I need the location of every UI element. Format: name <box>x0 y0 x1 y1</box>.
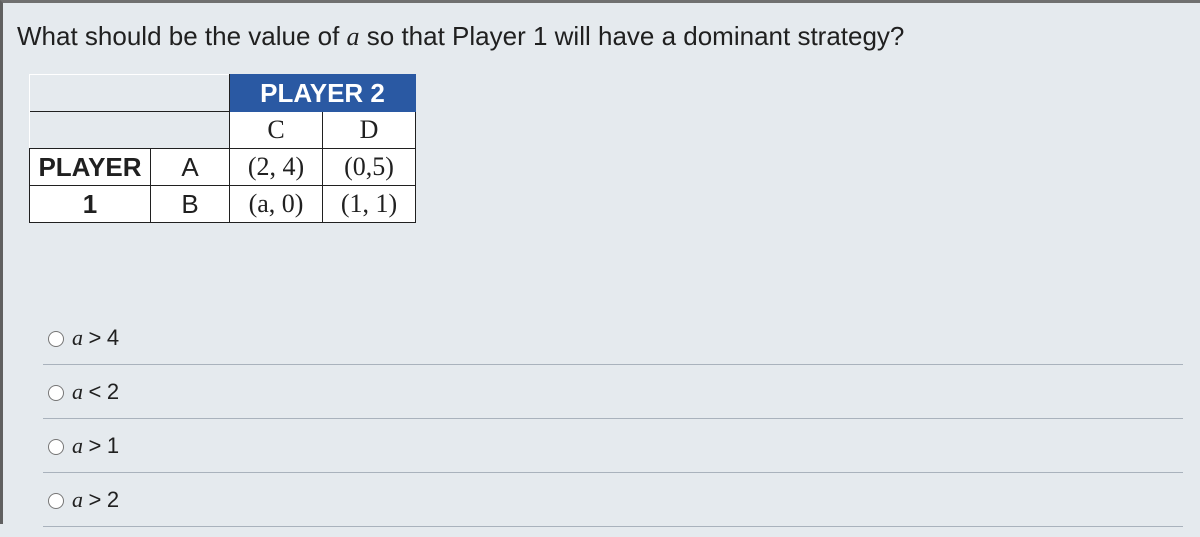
option-row[interactable]: a > 4 <box>43 311 1183 365</box>
player2-header: PLAYER 2 <box>230 75 416 112</box>
option-row[interactable]: a < 2 <box>43 365 1183 419</box>
payoff-a-d: (0,5) <box>323 149 416 186</box>
question-text: What should be the value of a so that Pl… <box>17 21 1180 52</box>
option-row[interactable]: a > 2 <box>43 473 1183 527</box>
option-radio-3[interactable] <box>48 439 64 455</box>
player1-label-bottom: 1 <box>30 186 151 223</box>
option-value: 2 <box>107 379 119 404</box>
payoff-a-c: (2, 4) <box>230 149 323 186</box>
option-var: a <box>72 325 83 350</box>
col-strategy-c: C <box>230 112 323 149</box>
question-suffix: so that Player 1 will have a dominant st… <box>360 21 905 51</box>
payoff-table: PLAYER 2 C D PLAYER A (2, 4) (0,5) 1 B (… <box>29 74 416 223</box>
option-relation: < <box>89 379 102 404</box>
table-corner <box>30 75 230 112</box>
question-variable: a <box>347 22 360 51</box>
option-var: a <box>72 487 83 512</box>
option-value: 4 <box>107 325 119 350</box>
option-radio-4[interactable] <box>48 493 64 509</box>
payoff-b-d: (1, 1) <box>323 186 416 223</box>
option-relation: > <box>89 433 102 458</box>
col-strategy-d: D <box>323 112 416 149</box>
answer-options: a > 4 a < 2 a > 1 a > <box>43 311 1180 527</box>
option-label: a > 1 <box>72 433 119 459</box>
option-row[interactable]: a > 1 <box>43 419 1183 473</box>
option-var: a <box>72 433 83 458</box>
option-value: 1 <box>107 433 119 458</box>
payoff-b-c: (a, 0) <box>230 186 323 223</box>
question-prefix: What should be the value of <box>17 21 347 51</box>
option-relation: > <box>89 325 102 350</box>
option-label: a > 2 <box>72 487 119 513</box>
option-value: 2 <box>107 487 119 512</box>
option-relation: > <box>89 487 102 512</box>
option-radio-2[interactable] <box>48 385 64 401</box>
table-corner <box>30 112 230 149</box>
row-strategy-a: A <box>151 149 230 186</box>
option-var: a <box>72 379 83 404</box>
option-label: a > 4 <box>72 325 119 351</box>
player1-label-top: PLAYER <box>30 149 151 186</box>
option-label: a < 2 <box>72 379 119 405</box>
row-strategy-b: B <box>151 186 230 223</box>
option-radio-1[interactable] <box>48 331 64 347</box>
